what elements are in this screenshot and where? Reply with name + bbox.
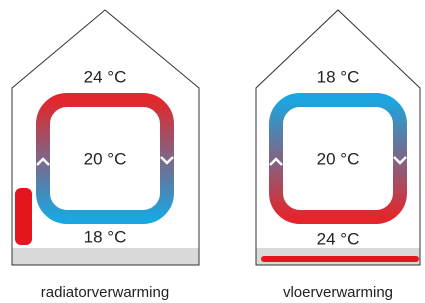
house-label: radiatorverwarming: [41, 284, 169, 301]
top-temp: 24 °C: [84, 67, 127, 86]
diagram: 24 °C 20 °C 18 °C radiatorverwarming 18 …: [0, 0, 425, 303]
house-label: vloerverwarming: [283, 284, 393, 301]
house-floor-heating: 18 °C 20 °C 24 °C vloerverwarming: [256, 10, 420, 301]
middle-temp: 20 °C: [317, 149, 360, 168]
house-radiator: 24 °C 20 °C 18 °C radiatorverwarming: [12, 10, 199, 301]
bottom-temp: 24 °C: [317, 229, 360, 248]
floor: [12, 248, 199, 265]
top-temp: 18 °C: [317, 67, 360, 86]
bottom-temp: 18 °C: [84, 227, 127, 246]
middle-temp: 20 °C: [84, 149, 127, 168]
radiator: [15, 188, 32, 245]
